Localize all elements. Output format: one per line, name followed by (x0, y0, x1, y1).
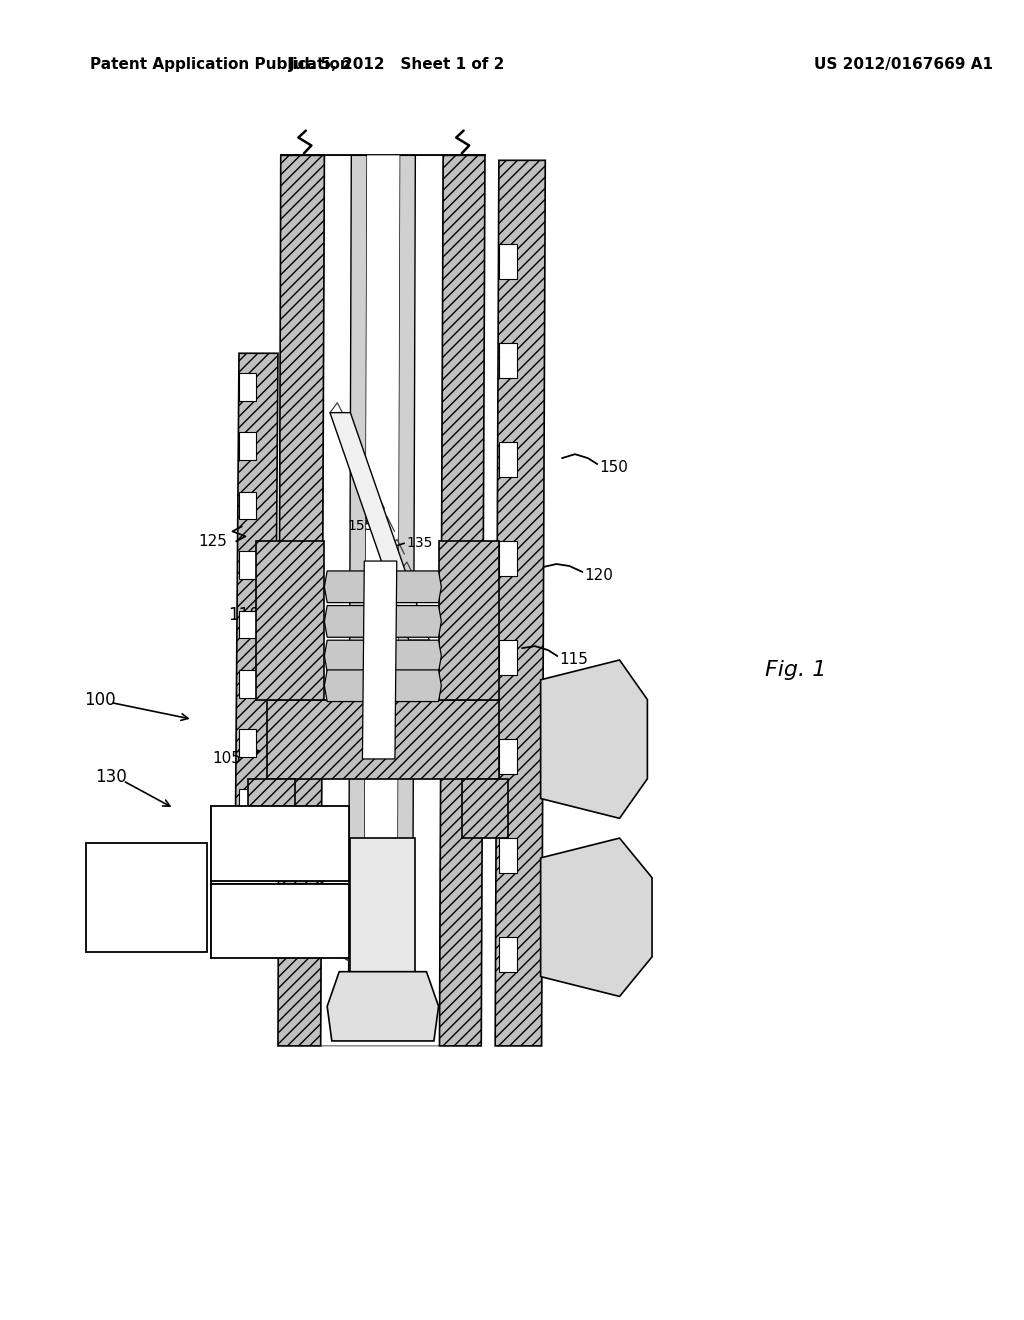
Text: 145: 145 (407, 586, 432, 599)
Text: 100: 100 (84, 690, 116, 709)
Text: 165: 165 (265, 853, 294, 869)
Polygon shape (321, 156, 443, 1045)
Text: 110: 110 (227, 606, 259, 624)
Polygon shape (325, 640, 441, 672)
Polygon shape (499, 937, 517, 972)
Polygon shape (439, 156, 485, 1045)
Text: 140: 140 (344, 609, 371, 623)
Polygon shape (499, 442, 517, 477)
Polygon shape (362, 561, 396, 759)
Polygon shape (239, 729, 256, 756)
Text: 155: 155 (347, 520, 374, 533)
Polygon shape (541, 660, 647, 818)
Text: 105: 105 (212, 751, 241, 767)
Bar (211, 883, 348, 958)
Text: US 2012/0167669 A1: US 2012/0167669 A1 (814, 57, 993, 71)
Polygon shape (236, 354, 278, 847)
Polygon shape (499, 541, 517, 576)
Polygon shape (239, 433, 256, 461)
Polygon shape (350, 838, 416, 977)
Text: 120: 120 (585, 569, 613, 583)
Polygon shape (499, 244, 517, 279)
Polygon shape (267, 700, 499, 779)
Polygon shape (239, 552, 256, 579)
Text: 135: 135 (407, 536, 432, 550)
Polygon shape (325, 606, 441, 638)
Polygon shape (499, 640, 517, 675)
Text: 150: 150 (599, 459, 628, 475)
Polygon shape (328, 972, 438, 1041)
Text: 170: 170 (130, 904, 162, 920)
Text: 125: 125 (198, 533, 227, 549)
Text: 130: 130 (95, 768, 127, 785)
Text: Jul. 5, 2012   Sheet 1 of 2: Jul. 5, 2012 Sheet 1 of 2 (289, 57, 505, 71)
Polygon shape (499, 343, 517, 378)
Polygon shape (248, 779, 295, 838)
Polygon shape (239, 374, 256, 401)
Bar (211, 807, 348, 880)
Polygon shape (239, 611, 256, 639)
Bar (86, 843, 207, 952)
Polygon shape (256, 541, 325, 700)
Text: Source: Source (256, 923, 304, 937)
Polygon shape (330, 413, 429, 640)
Text: 115: 115 (559, 652, 588, 668)
Polygon shape (541, 838, 652, 997)
Text: 160: 160 (265, 940, 294, 956)
Polygon shape (239, 492, 256, 520)
Polygon shape (438, 541, 499, 700)
Polygon shape (239, 788, 256, 816)
Polygon shape (396, 156, 416, 997)
Polygon shape (499, 838, 517, 873)
Polygon shape (462, 779, 508, 838)
Polygon shape (239, 669, 256, 697)
Polygon shape (499, 739, 517, 774)
Polygon shape (325, 669, 441, 701)
Text: Power Source: Power Source (99, 886, 194, 899)
Polygon shape (278, 156, 325, 1045)
Text: Light: Light (262, 908, 297, 923)
Polygon shape (365, 156, 399, 997)
Text: Fig. 1: Fig. 1 (765, 660, 826, 680)
Polygon shape (348, 156, 367, 997)
Polygon shape (325, 572, 441, 603)
Text: Patent Application Publication: Patent Application Publication (90, 57, 351, 71)
Text: Sensor: Sensor (256, 836, 303, 850)
Polygon shape (496, 160, 546, 1045)
